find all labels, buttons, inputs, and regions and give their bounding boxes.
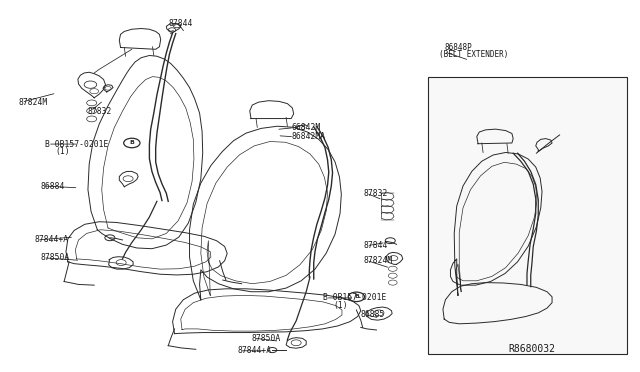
Text: 86885: 86885 [361, 310, 385, 319]
Text: 86884: 86884 [41, 182, 65, 190]
Text: B: B [354, 294, 359, 299]
Text: B 0B157-0201E: B 0B157-0201E [323, 294, 387, 302]
Text: 87824M: 87824M [364, 256, 393, 265]
Bar [428, 77, 627, 354]
Text: (1): (1) [55, 147, 70, 156]
Text: 87844: 87844 [168, 19, 193, 28]
Text: 87832: 87832 [364, 189, 388, 198]
Text: (1): (1) [334, 301, 348, 310]
Text: B 0B157-0201E: B 0B157-0201E [45, 140, 109, 148]
Text: 86842MA: 86842MA [292, 132, 326, 141]
Text: 87824M: 87824M [19, 98, 48, 107]
Text: 87832: 87832 [88, 107, 112, 116]
Text: (BELT EXTENDER): (BELT EXTENDER) [439, 50, 509, 59]
Text: R8680032: R8680032 [508, 344, 555, 354]
Text: B: B [129, 141, 134, 145]
Text: 87844+A: 87844+A [237, 346, 271, 355]
Text: 87850A: 87850A [41, 253, 70, 262]
Text: 87844: 87844 [364, 241, 388, 250]
Text: 87844+A: 87844+A [35, 235, 68, 244]
Text: 87850A: 87850A [251, 334, 280, 343]
Text: 86848P: 86848P [444, 43, 472, 52]
Text: 66842M: 66842M [292, 123, 321, 132]
